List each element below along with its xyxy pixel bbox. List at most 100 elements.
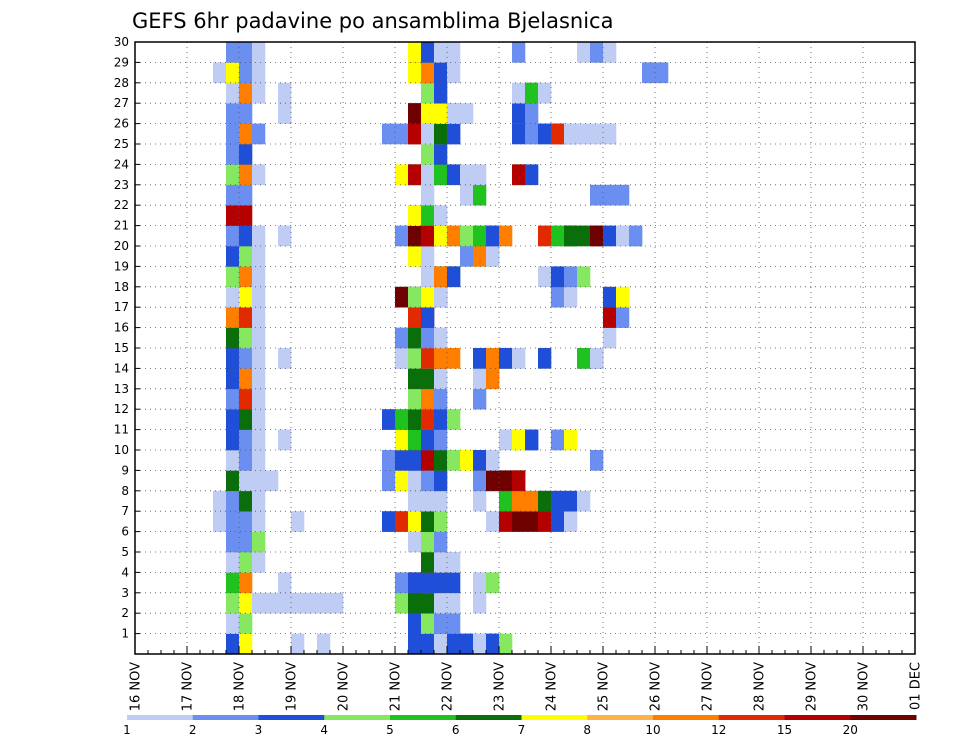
precip-cell bbox=[239, 348, 253, 369]
precip-cell bbox=[434, 429, 448, 451]
precip-cell bbox=[551, 490, 565, 512]
precip-cell bbox=[551, 225, 565, 247]
precip-cell bbox=[434, 123, 448, 145]
precip-cell bbox=[603, 184, 617, 206]
precip-cell bbox=[512, 82, 526, 104]
precip-cell bbox=[382, 409, 396, 430]
precip-cell bbox=[473, 572, 487, 594]
precip-cell bbox=[408, 613, 422, 634]
precip-cell bbox=[408, 368, 422, 390]
precip-cell bbox=[486, 450, 500, 471]
precip-cell bbox=[408, 286, 422, 308]
precip-cell bbox=[252, 511, 266, 532]
x-tick-label: 01 DEC bbox=[909, 662, 924, 710]
chart-title: GEFS 6hr padavine po ansamblima Bjelasni… bbox=[132, 9, 613, 33]
y-tick-label: 2 bbox=[121, 606, 129, 620]
precip-cell bbox=[460, 103, 474, 124]
colorbar-label: 1 bbox=[123, 723, 131, 737]
precip-cell bbox=[577, 490, 591, 512]
x-tick-label: 21 NOV bbox=[389, 662, 404, 711]
precip-cell bbox=[252, 62, 266, 84]
x-tick-label: 18 NOV bbox=[233, 662, 248, 711]
precip-cell bbox=[408, 470, 422, 492]
precip-cell bbox=[226, 613, 240, 634]
precip-cell bbox=[239, 164, 253, 186]
precip-cell bbox=[473, 225, 487, 247]
precip-cell bbox=[382, 450, 396, 471]
x-tick-label: 27 NOV bbox=[701, 662, 716, 711]
precip-cell bbox=[421, 327, 435, 349]
precip-cell bbox=[447, 409, 461, 430]
precip-cell bbox=[252, 123, 266, 145]
precip-cell bbox=[252, 164, 266, 186]
colorbar-label: 3 bbox=[255, 723, 263, 737]
y-tick-label: 17 bbox=[114, 300, 129, 314]
precip-cell bbox=[564, 286, 578, 308]
precip-cell bbox=[603, 42, 617, 63]
precip-cell bbox=[408, 225, 422, 247]
precip-cell bbox=[304, 592, 318, 614]
precip-cell bbox=[226, 450, 240, 471]
precip-cell bbox=[460, 164, 474, 186]
precip-cell bbox=[421, 184, 435, 206]
precip-cell bbox=[213, 62, 227, 84]
precipitation-cells bbox=[213, 42, 669, 655]
precip-cell bbox=[226, 409, 240, 430]
precip-cell bbox=[395, 429, 409, 451]
precip-cell bbox=[408, 164, 422, 186]
precip-cell bbox=[434, 327, 448, 349]
precip-cell bbox=[434, 552, 448, 573]
precip-cell bbox=[395, 470, 409, 492]
y-tick-label: 11 bbox=[114, 423, 129, 437]
precip-cell bbox=[538, 123, 552, 145]
precip-cell bbox=[434, 266, 448, 288]
precip-cell bbox=[226, 327, 240, 349]
precip-cell bbox=[590, 348, 604, 369]
precip-cell bbox=[278, 103, 292, 124]
y-tick-label: 28 bbox=[114, 76, 129, 90]
precip-cell bbox=[564, 123, 578, 145]
precip-cell bbox=[512, 490, 526, 512]
colorbar-swatch bbox=[192, 715, 259, 720]
precip-cell bbox=[278, 82, 292, 104]
x-tick-label: 30 NOV bbox=[857, 662, 872, 711]
precip-cell bbox=[226, 144, 240, 165]
precip-cell bbox=[395, 450, 409, 471]
precip-cell bbox=[239, 572, 253, 594]
precip-cell bbox=[473, 348, 487, 369]
precip-cell bbox=[239, 286, 253, 308]
precip-cell bbox=[239, 103, 253, 124]
x-tick-label: 16 NOV bbox=[129, 662, 144, 711]
precip-cell bbox=[499, 429, 513, 451]
precip-cell bbox=[226, 286, 240, 308]
precip-cell bbox=[421, 205, 435, 226]
precip-cell bbox=[382, 123, 396, 145]
precip-cell bbox=[499, 348, 513, 369]
precip-cell bbox=[252, 409, 266, 430]
precip-cell bbox=[408, 307, 422, 328]
precip-cell bbox=[512, 511, 526, 532]
colorbar-swatch bbox=[653, 715, 720, 720]
precip-cell bbox=[499, 470, 513, 492]
y-tick-label: 26 bbox=[114, 117, 129, 131]
precip-cell bbox=[408, 246, 422, 267]
y-tick-label: 15 bbox=[114, 341, 129, 355]
precip-cell bbox=[395, 225, 409, 247]
x-tick-label: 29 NOV bbox=[805, 662, 820, 711]
y-tick-label: 12 bbox=[114, 402, 129, 416]
precip-cell bbox=[395, 572, 409, 594]
precip-cell bbox=[421, 368, 435, 390]
precip-cell bbox=[239, 62, 253, 84]
precip-cell bbox=[434, 633, 448, 655]
precip-cell bbox=[239, 266, 253, 288]
precip-cell bbox=[486, 633, 500, 655]
precip-cell bbox=[434, 286, 448, 308]
y-tick-label: 13 bbox=[114, 382, 129, 396]
precip-cell bbox=[434, 42, 448, 63]
precip-cell bbox=[577, 348, 591, 369]
precip-cell bbox=[226, 164, 240, 186]
precip-cell bbox=[226, 42, 240, 63]
precip-cell bbox=[447, 552, 461, 573]
colorbar-swatch bbox=[258, 715, 325, 720]
precip-cell bbox=[434, 409, 448, 430]
